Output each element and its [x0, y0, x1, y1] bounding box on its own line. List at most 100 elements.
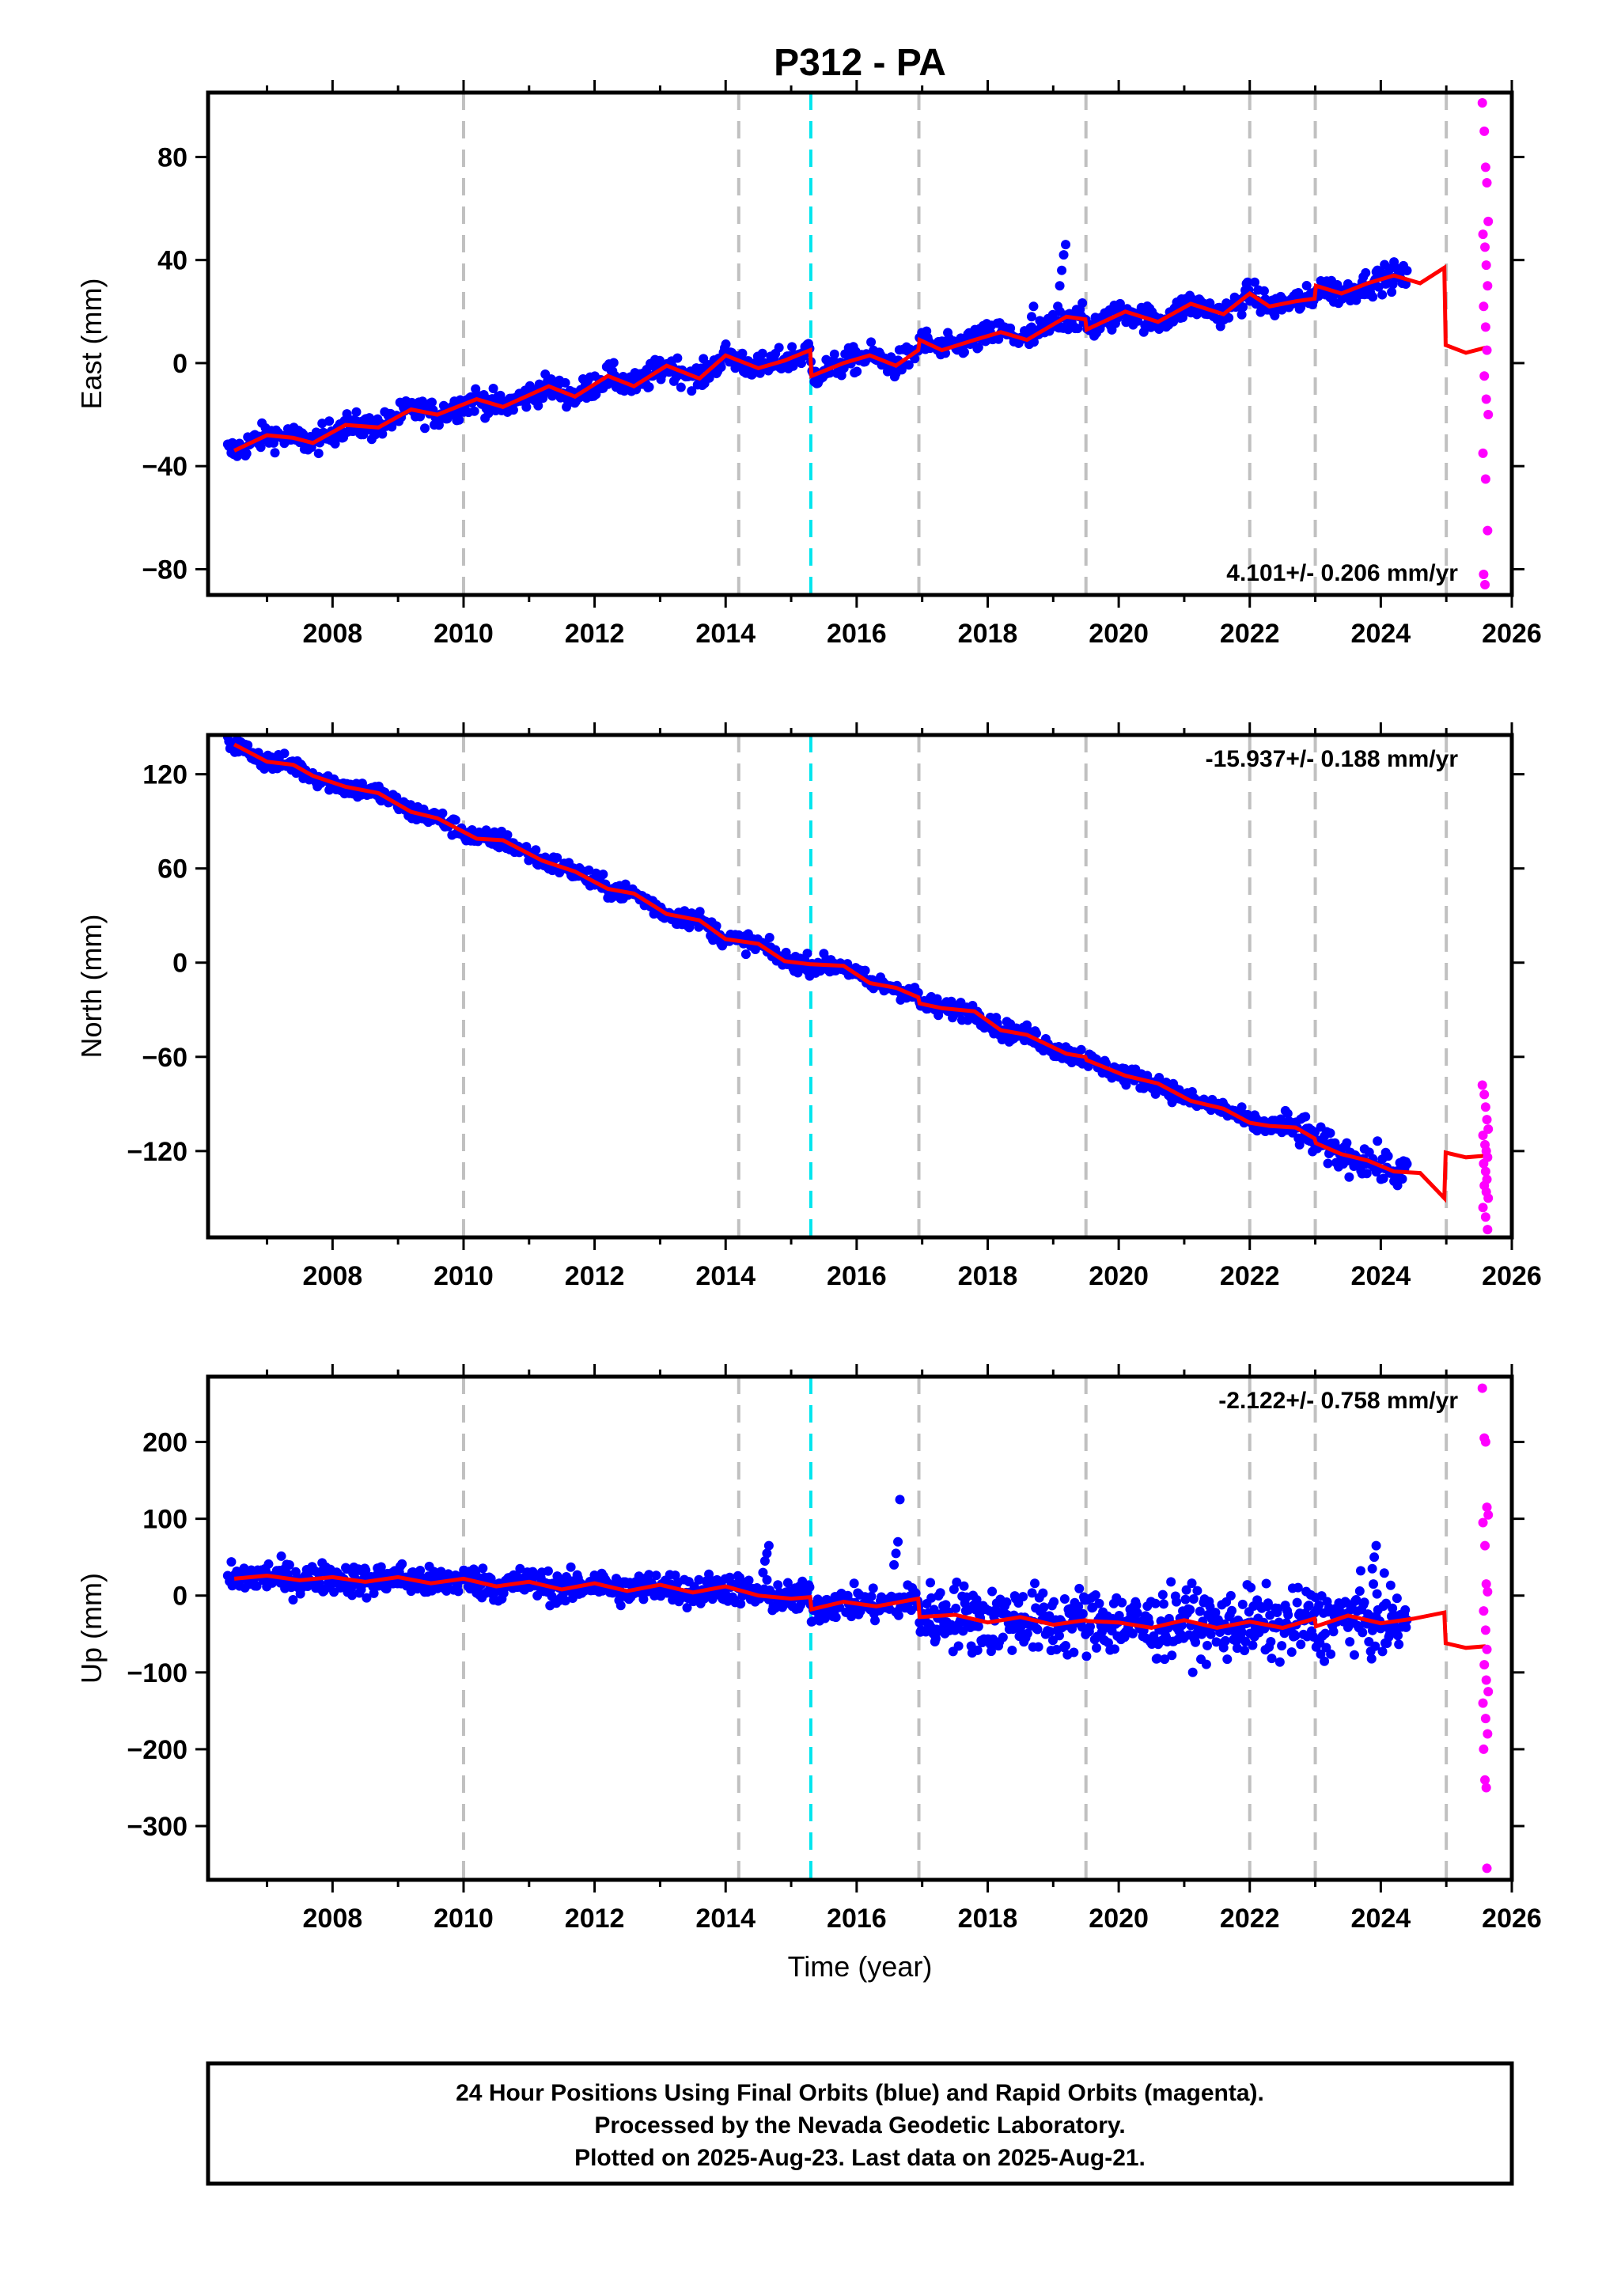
- final-orbit-point: [972, 1645, 983, 1655]
- final-orbit-point: [1401, 1622, 1411, 1632]
- final-orbit-point: [347, 1590, 358, 1601]
- final-orbit-point: [1081, 1651, 1092, 1661]
- final-orbit-point: [1150, 1598, 1161, 1608]
- final-orbit-point: [1388, 1603, 1398, 1613]
- final-orbit-point: [420, 423, 430, 434]
- rapid-orbit-point: [1479, 1660, 1490, 1670]
- final-orbit-point: [1283, 1610, 1293, 1620]
- rapid-orbit-point: [1480, 1212, 1490, 1222]
- final-orbit-point: [774, 343, 784, 353]
- rapid-orbits-series: [1477, 1383, 1494, 1874]
- up-panel: 2008 2010 2012 2014 2016 2018 2020 2022 2024 2026…: [75, 1364, 1542, 1934]
- final-orbit-point: [1132, 1608, 1142, 1618]
- final-orbit-point: [676, 382, 686, 392]
- final-orbit-point: [762, 1574, 772, 1585]
- final-orbit-point: [1192, 1586, 1202, 1596]
- final-orbit-point: [1074, 1601, 1084, 1612]
- final-orbit-point: [469, 406, 479, 416]
- final-orbit-point: [560, 377, 570, 388]
- final-orbit-point: [971, 1595, 982, 1605]
- final-orbit-point: [866, 1591, 877, 1601]
- final-orbit-point: [1224, 313, 1234, 323]
- x-tick-label: 2016: [827, 1261, 887, 1291]
- final-orbit-point: [1301, 1112, 1311, 1122]
- final-orbit-point: [1377, 1646, 1388, 1657]
- final-orbit-point: [543, 1566, 553, 1576]
- final-orbit-point: [788, 361, 798, 371]
- final-orbit-point: [270, 448, 280, 458]
- final-orbit-point: [392, 792, 402, 802]
- final-orbit-point: [1273, 1604, 1283, 1614]
- final-orbit-point: [1301, 281, 1312, 291]
- rapid-orbit-point: [1483, 1729, 1493, 1739]
- final-orbit-point: [1157, 1589, 1168, 1600]
- rapid-orbit-point: [1478, 448, 1488, 458]
- final-orbit-point: [1240, 1646, 1250, 1656]
- final-orbit-point: [1158, 1599, 1168, 1609]
- final-orbit-point: [1349, 1650, 1359, 1660]
- final-orbit-point: [1378, 1173, 1388, 1184]
- rapid-orbit-point: [1482, 1863, 1492, 1874]
- x-tick-label: 2014: [695, 1904, 756, 1934]
- x-tick-label: 2010: [434, 1261, 494, 1291]
- final-orbit-point: [1332, 280, 1343, 290]
- final-orbit-point: [1342, 1138, 1352, 1148]
- footer-box: 24 Hour Positions Using Final Orbits (bl…: [206, 2061, 1514, 2186]
- final-orbit-point: [926, 1578, 936, 1588]
- final-orbit-point: [1286, 1647, 1297, 1658]
- final-orbit-point: [584, 865, 594, 875]
- rapid-orbit-point: [1483, 525, 1493, 536]
- final-orbit-point: [1237, 309, 1247, 320]
- final-orbit-point: [1187, 1667, 1198, 1677]
- final-orbit-point: [846, 1612, 857, 1622]
- final-orbit-point: [1054, 1631, 1064, 1641]
- final-orbit-point: [866, 337, 877, 347]
- rapid-orbit-point: [1483, 1687, 1494, 1697]
- final-orbit-point: [1369, 1552, 1380, 1563]
- rapid-orbit-point: [1483, 1586, 1493, 1597]
- final-orbit-point: [1051, 1644, 1062, 1654]
- final-orbit-point: [488, 383, 498, 393]
- final-orbit-point: [787, 342, 797, 352]
- final-orbit-point: [1030, 1578, 1040, 1589]
- final-orbit-point: [357, 779, 367, 789]
- y-tick-label: 200: [142, 1428, 187, 1458]
- final-orbit-point: [478, 1563, 488, 1574]
- rapid-orbit-point: [1477, 98, 1487, 108]
- final-orbit-point: [757, 348, 767, 358]
- final-orbit-point: [852, 366, 862, 377]
- final-orbit-point: [1265, 1610, 1275, 1620]
- final-orbit-point: [1337, 294, 1347, 304]
- final-orbit-point: [1372, 1589, 1382, 1599]
- final-orbit-point: [1366, 1654, 1377, 1664]
- final-orbit-point: [1246, 1582, 1256, 1593]
- final-orbit-point: [1067, 1623, 1077, 1634]
- x-tick-label: 2026: [1482, 619, 1542, 649]
- final-orbit-point: [860, 965, 870, 976]
- x-tick-label: 2020: [1089, 1261, 1149, 1291]
- final-orbit-point: [1131, 1600, 1142, 1610]
- final-orbit-point: [351, 407, 362, 417]
- x-tick-label: 2014: [695, 619, 756, 649]
- x-tick-label: 2024: [1351, 1904, 1411, 1934]
- final-orbit-point: [758, 1567, 768, 1578]
- final-orbit-point: [566, 1562, 576, 1572]
- final-orbit-point: [929, 1605, 939, 1615]
- final-orbit-point: [1117, 1597, 1127, 1608]
- final-orbit-point: [1191, 1637, 1201, 1647]
- final-orbit-point: [1022, 1628, 1032, 1639]
- final-orbit-point: [1296, 1639, 1306, 1650]
- final-orbit-point: [805, 1582, 815, 1593]
- final-orbit-point: [1168, 316, 1179, 327]
- y-tick-label: −300: [127, 1812, 187, 1842]
- final-orbit-point: [1355, 1566, 1365, 1576]
- final-orbit-point: [1371, 1540, 1381, 1551]
- final-orbit-point: [1188, 1593, 1199, 1604]
- final-orbit-point: [721, 339, 731, 350]
- final-orbit-point: [241, 449, 252, 459]
- final-orbit-point: [1354, 1586, 1365, 1597]
- final-orbit-point: [620, 879, 631, 889]
- final-orbit-point: [644, 382, 654, 392]
- final-orbit-point: [615, 1601, 626, 1611]
